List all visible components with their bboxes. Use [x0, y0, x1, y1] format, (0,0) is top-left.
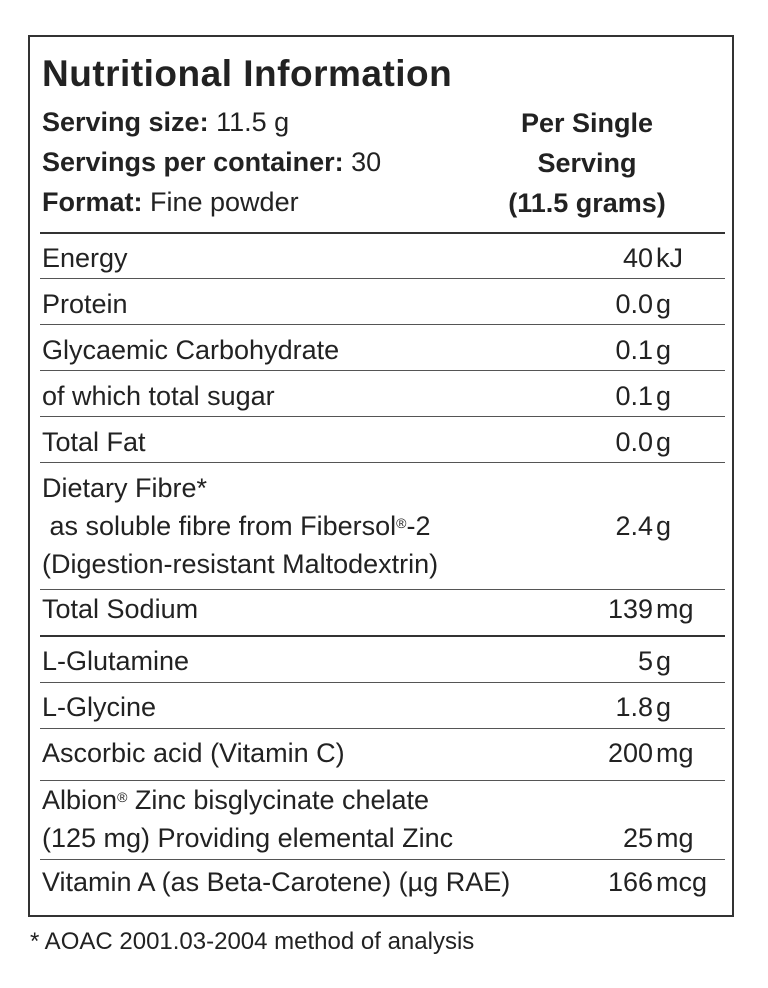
row-unit: kJ [656, 243, 683, 273]
row-unit: mg [656, 823, 694, 853]
row-label: Energy [42, 243, 128, 273]
row-divider [40, 278, 725, 279]
row-label-line2: as soluble fibre from Fibersol®-2 [42, 511, 431, 542]
row-unit: g [656, 289, 672, 319]
row-divider [40, 324, 725, 325]
row-label-line1: Albion® Zinc bisglycinate chelate [42, 785, 429, 816]
row-label: Ascorbic acid (Vitamin C) [42, 738, 345, 768]
row-label-line1-text: Albion [42, 785, 118, 815]
table-row-dietary-fibre: Dietary Fibre* as soluble fibre from Fib… [42, 473, 725, 593]
row-label-line1: Dietary Fibre* [42, 473, 208, 503]
row-divider [40, 589, 725, 590]
row-divider [40, 370, 725, 371]
row-label: of which total sugar [42, 381, 275, 411]
registered-mark: ® [396, 515, 407, 531]
row-amount: 2.4 [615, 511, 653, 541]
servings-label: Servings per container: [42, 147, 344, 177]
row-amount: 0.0 [615, 289, 653, 319]
per-serving-line1: Per Single [520, 108, 654, 138]
panel-title: Nutritional Information [42, 53, 453, 94]
row-divider [40, 780, 725, 781]
row-divider [40, 416, 725, 417]
servings-per-container: Servings per container: 30 [42, 147, 381, 178]
registered-mark: ® [117, 789, 128, 805]
row-unit: mg [656, 594, 694, 624]
row-label-line1-suffix: Zinc bisglycinate chelate [127, 785, 430, 815]
row-amount: 5 [637, 646, 653, 676]
row-amount: 139 [607, 594, 653, 624]
serving-size-value: 11.5 g [208, 107, 290, 137]
row-amount: 40 [622, 243, 653, 273]
row-unit: mcg [656, 867, 708, 897]
serving-size: Serving size: 11.5 g [42, 107, 289, 138]
footnote: * AOAC 2001.03-2004 method of analysis [30, 928, 475, 955]
row-label-line2-text: as soluble fibre from Fibersol [42, 511, 397, 541]
row-unit: g [656, 427, 672, 457]
section-divider [40, 635, 725, 637]
servings-value: 30 [343, 147, 382, 177]
row-unit: mg [656, 738, 694, 768]
row-label-line2: (125 mg) Providing elemental Zinc [42, 823, 454, 853]
row-divider [40, 728, 725, 729]
row-label-line2-suffix: -2 [406, 511, 431, 541]
row-amount: 0.0 [615, 427, 653, 457]
row-amount: 1.8 [615, 692, 653, 722]
row-amount: 25 [622, 823, 653, 853]
row-divider [40, 859, 725, 860]
row-label-line3: (Digestion-resistant Maltodextrin) [42, 549, 439, 579]
row-divider [40, 682, 725, 683]
row-amount: 0.1 [615, 335, 653, 365]
nutrition-panel: Nutritional Information Serving size: 11… [28, 35, 734, 917]
per-serving-line3: (11.5 grams) [508, 188, 666, 218]
header-divider [40, 232, 725, 234]
row-unit: g [656, 511, 672, 541]
row-unit: g [656, 646, 672, 676]
row-label: L-Glycine [42, 692, 157, 722]
format-label: Format: [42, 187, 143, 217]
per-serving-heading: Per Single Serving (11.5 grams) [462, 103, 712, 223]
row-label: Glycaemic Carbohydrate [42, 335, 340, 365]
row-amount: 0.1 [615, 381, 653, 411]
row-label: Vitamin A (as Beta-Carotene) (µg RAE) [42, 867, 511, 897]
row-divider [40, 462, 725, 463]
row-amount: 166 [607, 867, 653, 897]
row-label: Total Fat [42, 427, 146, 457]
row-amount: 200 [607, 738, 653, 768]
per-serving-line2: Serving [537, 148, 637, 178]
row-label: Total Sodium [42, 594, 199, 624]
serving-size-label: Serving size: [42, 107, 209, 137]
row-unit: g [656, 381, 672, 411]
row-label: L-Glutamine [42, 646, 190, 676]
format: Format: Fine powder [42, 187, 299, 218]
row-unit: g [656, 692, 672, 722]
row-unit: g [656, 335, 672, 365]
format-value: Fine powder [142, 187, 299, 217]
table-row-zinc: Albion® Zinc bisglycinate chelate (125 m… [42, 785, 725, 865]
row-label: Protein [42, 289, 128, 319]
